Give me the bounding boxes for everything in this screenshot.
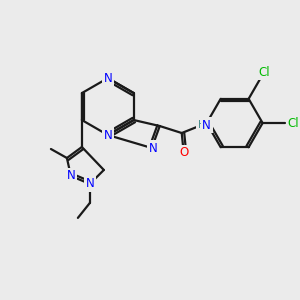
Text: O: O: [179, 146, 188, 160]
Text: N: N: [103, 128, 112, 142]
Text: N: N: [85, 177, 94, 190]
Text: N: N: [67, 169, 75, 182]
Text: N: N: [148, 142, 157, 154]
Text: Cl: Cl: [258, 65, 270, 79]
Text: N: N: [202, 118, 211, 131]
Text: Cl: Cl: [288, 116, 299, 130]
Text: H: H: [198, 120, 206, 130]
Text: N: N: [103, 72, 112, 85]
